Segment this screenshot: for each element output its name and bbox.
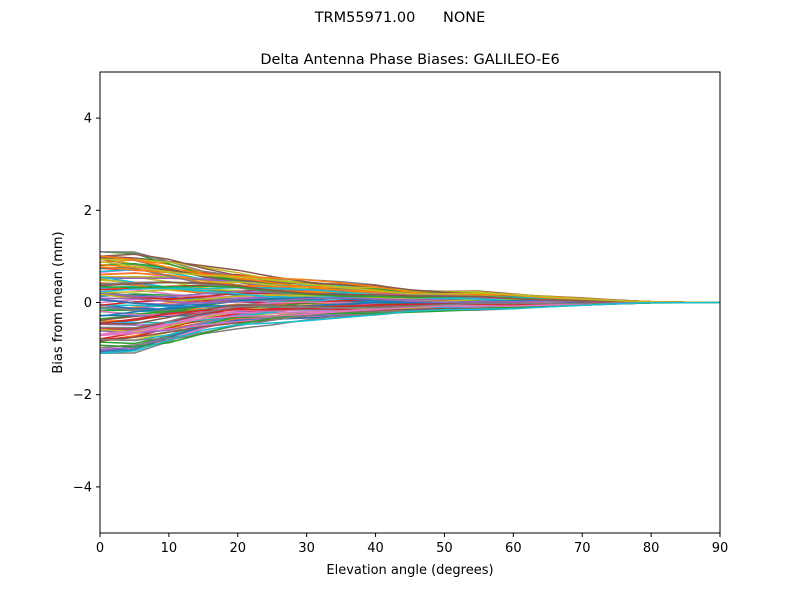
x-tick-label: 50 [436, 541, 453, 556]
figure-suptitle: TRM55971.00 NONE [0, 10, 800, 26]
x-tick-label: 60 [505, 541, 522, 556]
suptitle-antenna: TRM55971.00 [314, 10, 416, 26]
y-axis-label: Bias from mean (mm) [51, 231, 66, 373]
chart-title: Delta Antenna Phase Biases: GALILEO-E6 [260, 52, 559, 68]
series-layer [100, 251, 720, 354]
x-tick-label: 20 [230, 541, 247, 556]
y-tick-label: 2 [84, 204, 92, 219]
series-line [100, 260, 720, 304]
x-axis: 0 10 20 30 40 50 60 70 80 90 [96, 533, 728, 556]
y-tick-label: 0 [84, 296, 92, 311]
y-tick-label: 4 [84, 112, 92, 127]
y-axis: −4 −2 0 2 4 [73, 112, 100, 495]
x-tick-label: 0 [96, 541, 104, 556]
x-tick-label: 80 [643, 541, 660, 556]
series-line [100, 301, 720, 354]
x-tick-label: 90 [712, 541, 729, 556]
x-tick-label: 10 [161, 541, 178, 556]
y-tick-label: −2 [73, 388, 92, 403]
x-tick-label: 70 [574, 541, 591, 556]
x-tick-label: 40 [367, 541, 384, 556]
x-axis-label: Elevation angle (degrees) [326, 563, 493, 578]
x-tick-label: 30 [298, 541, 315, 556]
suptitle-radome: NONE [443, 10, 486, 26]
y-tick-label: −4 [73, 480, 92, 495]
